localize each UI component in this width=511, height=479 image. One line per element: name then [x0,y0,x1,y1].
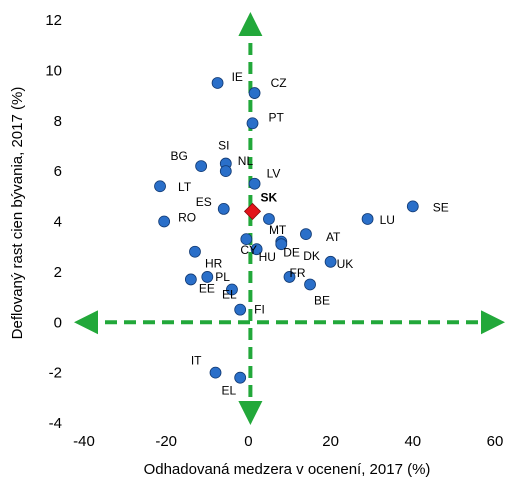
y-tick-label: 6 [54,163,62,180]
x-tick-label: -20 [155,433,177,450]
point-label: ES [196,195,212,209]
point-label: FR [290,266,306,280]
green-axis-arrows [74,11,505,425]
data-point [234,303,247,316]
data-point [275,238,288,251]
x-tick-label: 40 [404,433,421,450]
point-label: EL [222,288,237,302]
data-point [240,233,253,246]
point-label: CZ [271,76,287,90]
data-point [246,117,259,130]
x-axis-title: Odhadovaná medzera v ocenení, 2017 (%) [144,461,431,478]
point-label: IT [191,354,202,368]
x-tick-label: 20 [322,433,339,450]
point-label: MT [269,223,287,237]
y-axis-ticks: -4 -2 0 2 4 6 8 10 12 [45,12,62,432]
y-tick-label: 4 [54,214,62,231]
y-tick-label: 8 [54,113,62,130]
point-label: NL [238,154,254,168]
point-label: IE [232,70,243,84]
point-label: DK [303,249,320,263]
data-point [234,371,247,384]
data-point [217,203,230,215]
data-point [406,200,419,213]
y-axis-title: Deflovaný rast cien bývania, 2017 (%) [9,87,26,340]
y-tick-label: -2 [49,365,62,382]
data-point [304,278,316,291]
point-label: SE [433,200,449,214]
data-point [195,160,208,172]
point-label: AT [326,230,341,244]
data-point [154,180,166,193]
point-label: LT [178,180,192,194]
x-tick-label: -40 [73,433,95,450]
point-label: LV [267,167,281,181]
point-label: UK [337,257,354,271]
data-point [158,215,171,228]
data-points [154,77,419,384]
data-point [248,87,261,99]
point-label: EE [199,281,215,295]
data-point [184,273,197,286]
point-label: DE [283,246,300,260]
y-tick-label: -4 [49,415,62,432]
point-label: EL [221,384,236,398]
x-tick-label: 60 [487,433,504,450]
x-tick-label: 0 [244,433,252,450]
point-label: CY [240,243,257,257]
data-point [324,255,337,268]
point-label: BE [314,293,330,307]
y-tick-label: 12 [45,12,62,29]
point-label: PT [269,110,285,124]
data-point [211,77,224,89]
point-label: HR [205,257,223,271]
point-label: RO [178,211,196,225]
data-point [226,283,238,296]
point-label: PL [215,270,230,284]
data-point [361,213,374,225]
data-point [263,213,275,225]
y-tick-label: 2 [54,264,62,281]
y-tick-label: 0 [54,314,62,331]
x-axis-ticks: -40 -20 0 20 40 60 [73,433,503,450]
data-point [189,245,201,258]
point-label: LU [380,213,395,227]
data-point [300,228,312,240]
data-point [283,271,296,283]
data-point [201,271,214,283]
data-point [219,165,232,178]
highlight-point [243,202,262,220]
data-point [248,177,261,190]
data-point [209,366,222,379]
point-label: SI [218,139,229,153]
point-label: FI [254,303,265,317]
data-point [250,243,263,256]
point-label: HU [259,250,276,264]
point-label: SK [261,190,278,204]
y-tick-label: 10 [45,62,62,79]
point-label: BG [170,149,187,163]
